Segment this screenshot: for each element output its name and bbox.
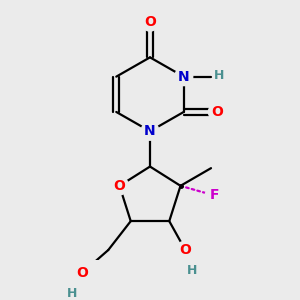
Circle shape <box>175 68 193 85</box>
Circle shape <box>141 13 159 31</box>
Circle shape <box>141 122 159 140</box>
Circle shape <box>74 263 92 281</box>
Text: O: O <box>179 243 191 257</box>
Circle shape <box>176 241 194 259</box>
Text: O: O <box>76 266 88 280</box>
Circle shape <box>205 187 223 204</box>
Circle shape <box>208 103 226 121</box>
Circle shape <box>110 177 128 195</box>
Text: O: O <box>114 179 125 193</box>
Text: N: N <box>178 70 190 84</box>
Text: O: O <box>144 15 156 29</box>
Text: H: H <box>214 68 225 82</box>
Text: H: H <box>68 287 78 300</box>
Text: N: N <box>144 124 156 138</box>
Text: F: F <box>209 188 219 203</box>
Text: H: H <box>187 265 197 278</box>
Text: O: O <box>212 105 224 119</box>
